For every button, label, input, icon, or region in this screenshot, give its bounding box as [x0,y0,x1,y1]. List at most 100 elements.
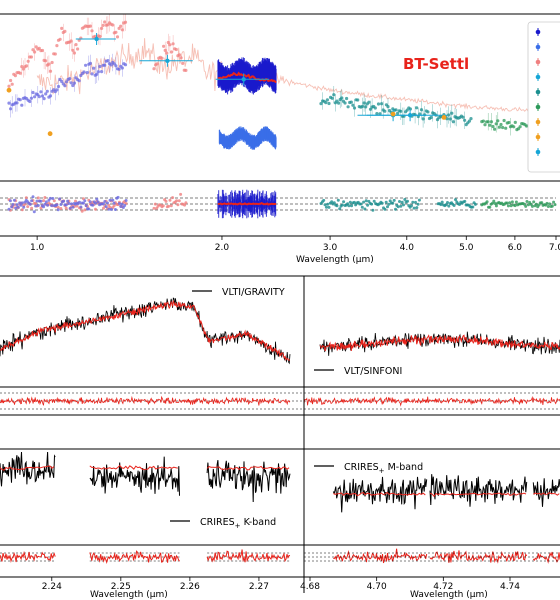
sed-residual-point [78,200,81,204]
tick-labels: 1.0 2.0 3.0 4.0 5.0 6.0 7.0 2.24 2.25 2.26 2.27 4.6… [30,236,560,592]
sed-point [7,84,11,88]
sed-residual-point [347,204,351,208]
sed-residual-point [398,200,401,203]
sed-spectrum-line [36,38,556,115]
sed-residual-point [68,206,72,210]
sed-resid-hst2 [152,192,188,210]
sed-points-1 [7,13,128,88]
sed-residual-point [59,207,63,210]
sed-band-5 [218,126,277,150]
sed-point [42,97,46,101]
plot-marks [0,13,560,565]
sed-point [426,110,430,114]
sed-residual-point [39,206,43,210]
sed-residual-point [32,210,36,214]
sed-point [327,101,331,106]
sed-point [319,102,323,106]
sed-point [504,126,508,130]
gravity-model-line [0,299,291,361]
sed-residual-point [44,200,48,204]
kband-legend-band: K-band [244,517,277,528]
svg-text:CRIRES+ M-band: CRIRES+ M-band [344,462,423,475]
mband-resid-seg [532,551,560,564]
sed-point [160,56,164,60]
sed-residual-point [488,205,492,209]
sed-residual-point [386,205,389,209]
sed-residual-point [412,206,416,210]
sed-x-tick-label: 1.0 [30,243,45,253]
sed-point [507,120,511,125]
sed-point [481,119,485,123]
sed-residual-point [167,204,171,208]
sed-point [100,70,104,74]
sed-point [69,81,73,85]
sed-residual-point [403,198,407,201]
sed-residual-point [493,202,497,205]
sed-residual-point [52,199,56,203]
sed-residual-point [91,203,95,207]
sed-residual-point [322,198,326,202]
sed-residual-point [338,207,342,211]
model-label: BT-Settl [403,55,469,73]
sed-photometry-point [407,113,413,118]
sed-point [37,95,41,99]
sed-residual-point [111,198,115,202]
sed-point [499,122,503,127]
sed-point [461,115,465,119]
sed-residual-point [508,201,512,205]
sed-orange-point [390,111,396,117]
sed-residual-point [16,205,20,209]
sed-residual-point [494,204,498,208]
mband-legend-band: M-band [388,462,424,473]
sed-residual-point [410,204,413,208]
sed-residual-point [394,207,397,211]
sed-residual-point [323,203,327,207]
svg-text:CRIRES+ K-band: CRIRES+ K-band [200,517,276,530]
sed-residual-point [447,204,451,208]
mband-model-seg [533,492,560,496]
sed-residual-point [335,204,339,208]
sed-residual-point [42,199,46,203]
sed-residual-point [440,200,444,204]
sed-point [58,37,62,41]
sed-residual-point [95,197,99,201]
sed-point [39,90,43,94]
sed-residual-point [56,205,60,209]
sed-residual-point [411,200,415,204]
sed-residual-point [153,202,157,206]
sed-residual-point [14,206,18,210]
sed-residual-point [350,204,354,208]
kband-model-seg [89,464,178,471]
sed-point [29,55,33,59]
sed-point [71,83,75,88]
mband-x-tick-label: 4.68 [300,582,320,592]
sed-residual-point [473,202,477,206]
sed-point [119,24,123,28]
sed-x-tick-label: 2.0 [215,243,230,253]
sinfoni-legend-label: VLT/SINFONI [344,366,402,377]
gravity-legend: VLTI/GRAVITY [192,287,285,298]
sed-residual-point [87,207,91,211]
sed-point [34,45,38,49]
sed-point [343,101,347,105]
sed-point [18,98,22,102]
sed-residual-point [10,205,14,209]
sed-point [76,47,80,51]
sed-residual-point [20,208,24,212]
sed-residual-point [340,203,344,207]
sed-residual-point [336,198,340,202]
sed-point [92,66,96,70]
sed-points-2 [7,53,128,118]
sed-residual-point [327,205,331,209]
sed-residual-point [11,203,15,206]
sed-point [13,74,17,78]
sed-points-6 [319,86,473,129]
sed-point [88,24,92,28]
sed-residual-point [113,208,117,211]
sed-residual-point [175,199,179,203]
sed-residual-point [30,199,34,203]
sed-point [501,125,505,130]
sed-residual-point [392,198,396,202]
sed-residual-point [36,196,40,200]
sed-residual-point [324,205,328,209]
